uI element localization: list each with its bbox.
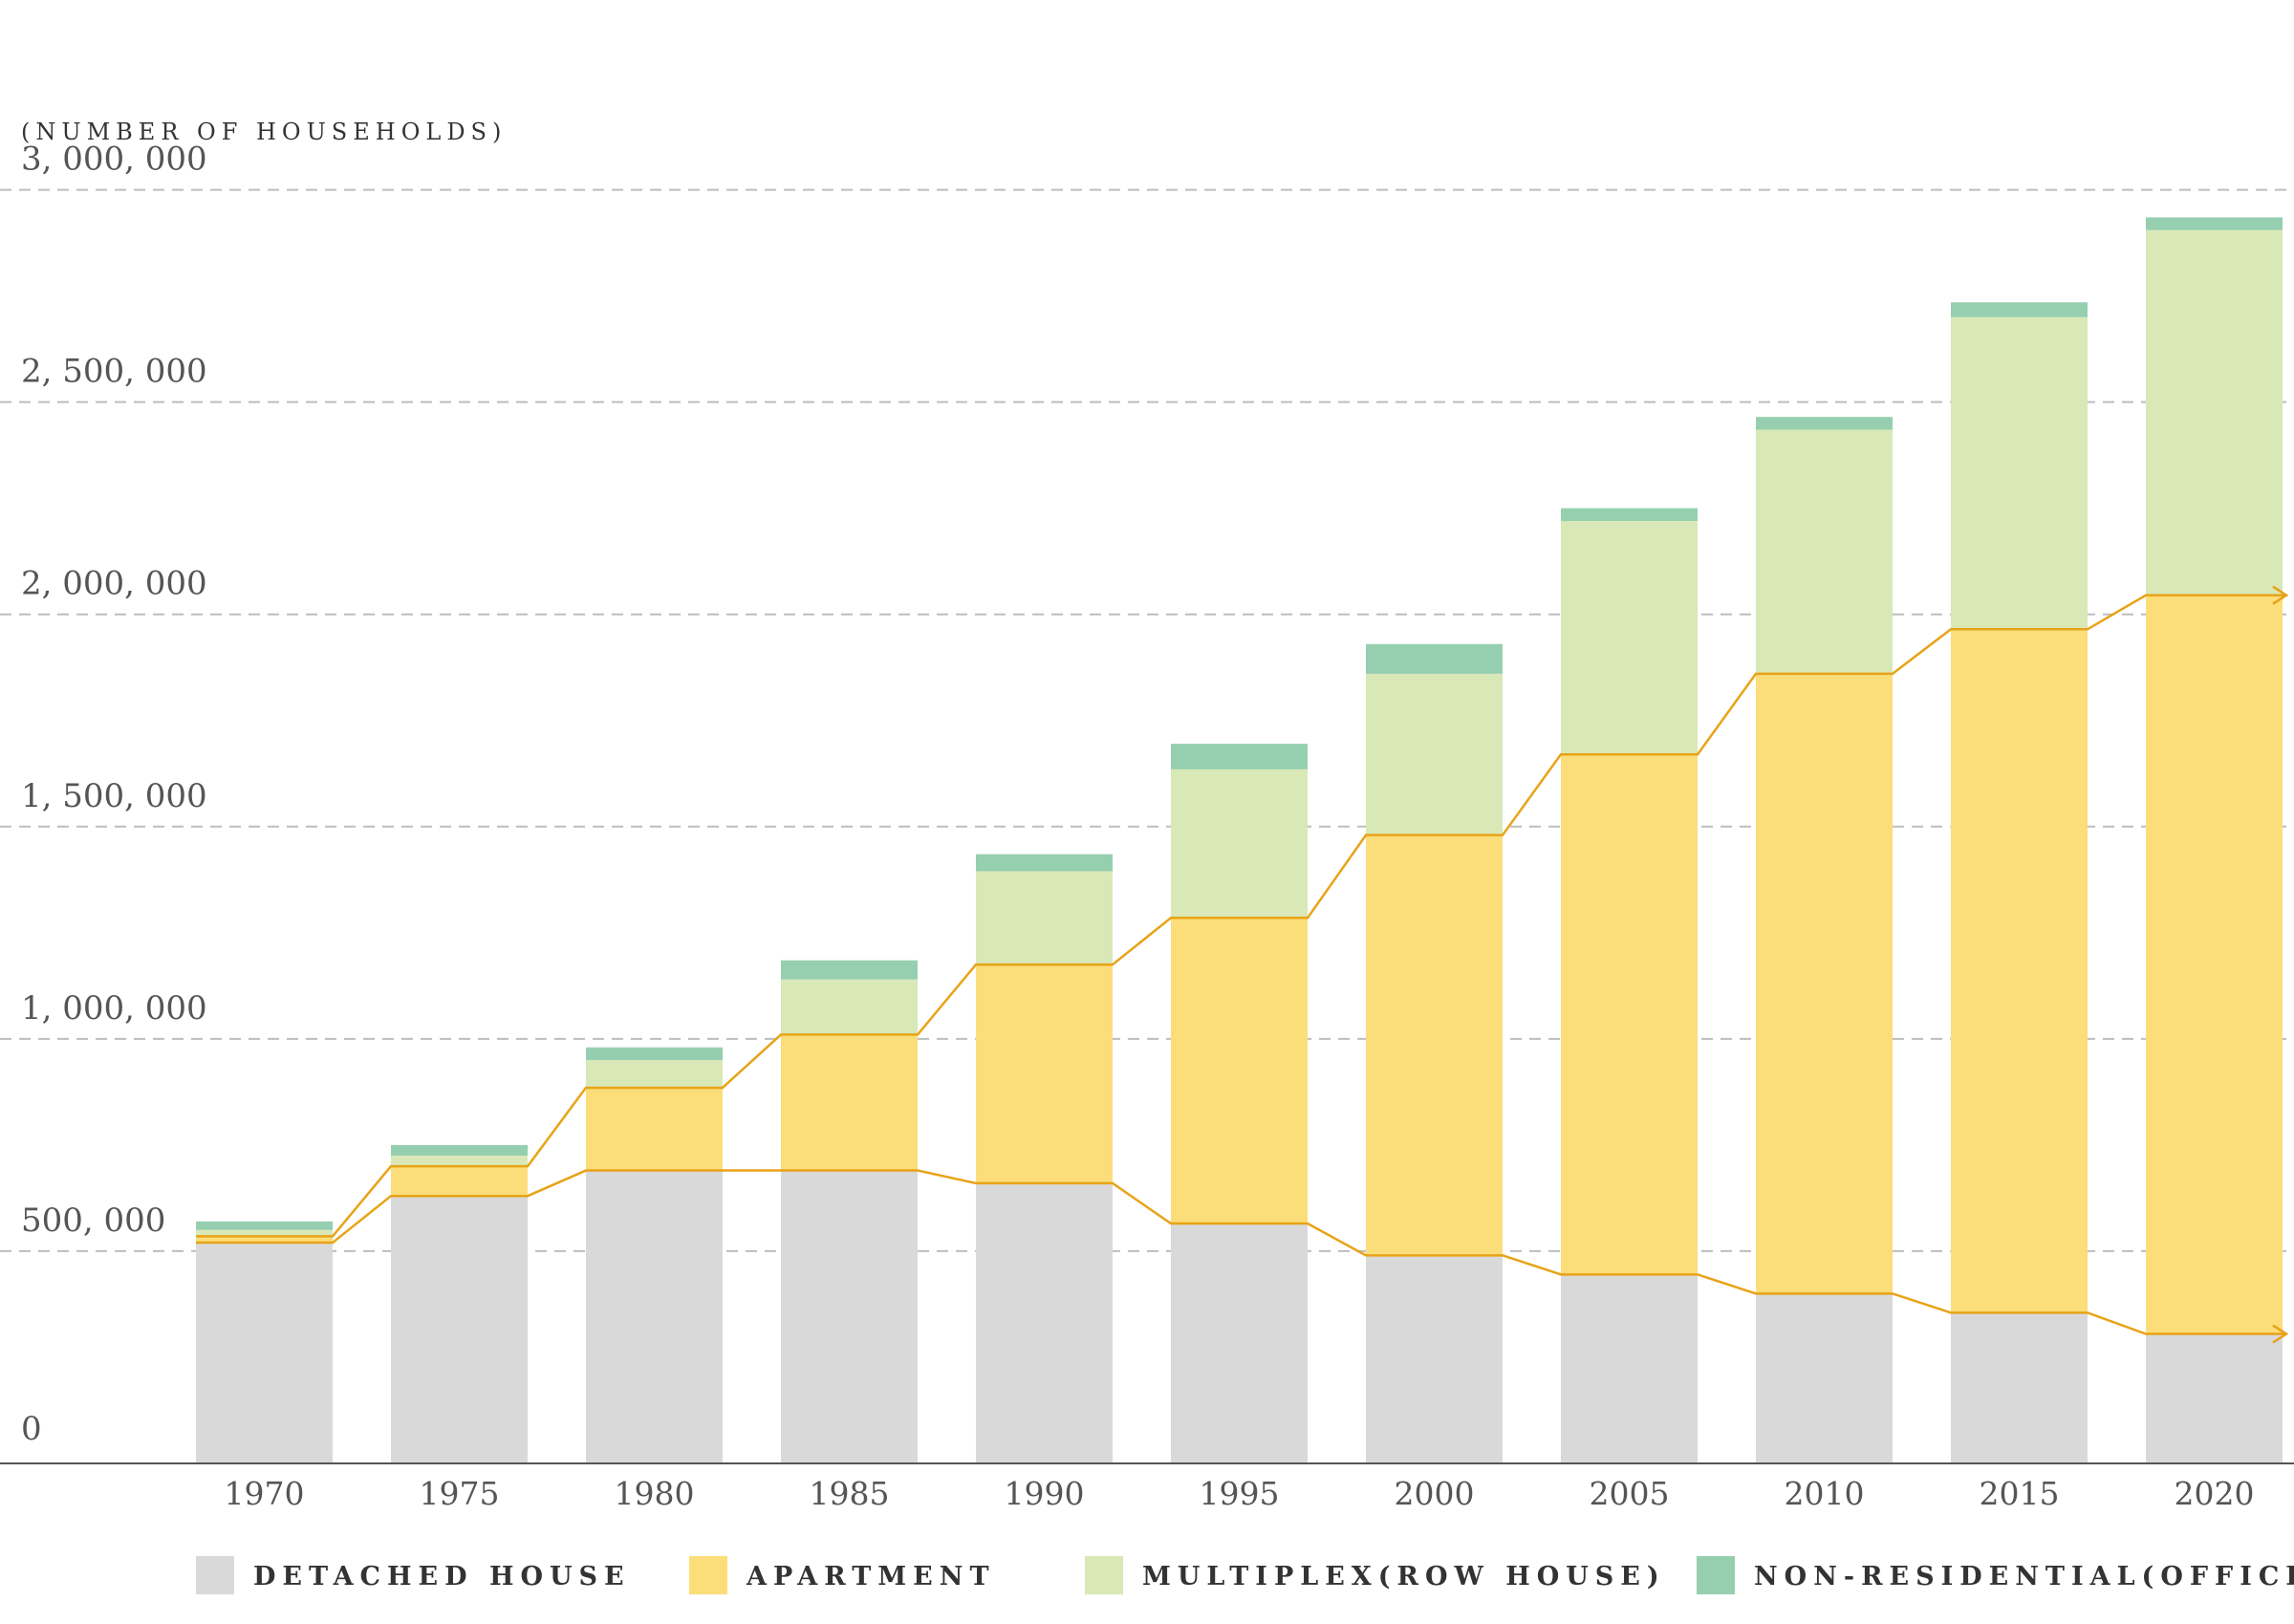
x-tick-label: 1985 xyxy=(810,1475,890,1512)
tick-labels: 0 500, 000 1, 000, 000 1, 500, 000 2, 000, 0… xyxy=(21,141,2254,1512)
x-tick-label: 2010 xyxy=(1785,1475,1865,1512)
y-axis-title: (NUMBER OF HOUSEHOLDS) xyxy=(21,119,507,145)
bar-1990-non-residential-officetel- xyxy=(976,854,1113,872)
bar-2005-apartment xyxy=(1561,754,1698,1275)
bar-1980-detached-house xyxy=(586,1170,723,1463)
bar-2000-apartment xyxy=(1366,834,1503,1256)
bar-2015-non-residential-officetel- xyxy=(1951,302,2088,317)
bar-2015-multiplex-row-house- xyxy=(1951,316,2088,630)
x-tick-label: 2020 xyxy=(2175,1475,2255,1512)
trend-lines xyxy=(196,585,2289,1344)
bar-1975-non-residential-officetel- xyxy=(391,1144,528,1156)
bar-2010-apartment xyxy=(1756,673,1893,1294)
y-tick-label: 0 xyxy=(21,1410,42,1448)
trend-line-detached xyxy=(196,1169,2286,1335)
bars xyxy=(196,217,2283,1463)
legend-label: DETACHED HOUSE xyxy=(253,1562,631,1592)
bar-1970-non-residential-officetel- xyxy=(196,1221,333,1230)
bar-1995-apartment xyxy=(1171,918,1308,1224)
x-tick-label: 1970 xyxy=(225,1475,305,1512)
x-tick-label: 2005 xyxy=(1590,1475,1670,1512)
bar-2005-non-residential-officetel- xyxy=(1561,508,1698,522)
x-tick-label: 1980 xyxy=(615,1475,695,1512)
legend-swatch xyxy=(1085,1556,1123,1594)
bar-1990-multiplex-row-house- xyxy=(976,871,1113,965)
legend-label: APARTMENT xyxy=(746,1562,996,1592)
y-tick-label: 1, 500, 000 xyxy=(21,777,207,815)
bar-1995-detached-house xyxy=(1171,1223,1308,1463)
bar-1985-apartment xyxy=(781,1034,918,1171)
bar-1975-apartment xyxy=(391,1166,528,1197)
legend-swatch xyxy=(689,1556,727,1594)
bar-2005-multiplex-row-house- xyxy=(1561,521,1698,755)
bar-1990-detached-house xyxy=(976,1182,1113,1463)
bar-1980-multiplex-row-house- xyxy=(586,1060,723,1088)
bar-2000-non-residential-officetel- xyxy=(1366,643,1503,674)
legend-label: NON-RESIDENTIAL(OFFICETEL) xyxy=(1754,1562,2294,1592)
bar-2015-detached-house xyxy=(1951,1312,2088,1463)
legend-swatch xyxy=(196,1556,234,1594)
legend: DETACHED HOUSE APARTMENT MULTIPLEX(ROW HOU… xyxy=(196,1556,2294,1594)
bar-1990-apartment xyxy=(976,964,1113,1183)
trend-arrow-detached xyxy=(2272,1324,2289,1344)
bar-2010-multiplex-row-house- xyxy=(1756,429,1893,674)
bar-1985-non-residential-officetel- xyxy=(781,960,918,980)
bar-1985-multiplex-row-house- xyxy=(781,979,918,1035)
bar-1970-multiplex-row-house- xyxy=(196,1229,333,1237)
bar-2020-multiplex-row-house- xyxy=(2146,229,2283,595)
bar-2000-multiplex-row-house- xyxy=(1366,673,1503,835)
bar-1995-non-residential-officetel- xyxy=(1171,744,1308,769)
y-tick-label: 1, 000, 000 xyxy=(21,989,207,1028)
x-tick-label: 1990 xyxy=(1005,1475,1085,1512)
trend-arrow-apartment xyxy=(2272,585,2289,605)
bar-2020-apartment xyxy=(2146,595,2283,1334)
bar-1995-multiplex-row-house- xyxy=(1171,769,1308,919)
y-tick-label: 3, 000, 000 xyxy=(21,141,207,179)
bar-2020-non-residential-officetel- xyxy=(2146,217,2283,230)
legend-swatch xyxy=(1697,1556,1735,1594)
bar-2020-detached-house xyxy=(2146,1333,2283,1463)
bar-1980-non-residential-officetel- xyxy=(586,1047,723,1061)
bar-2010-non-residential-officetel- xyxy=(1756,417,1893,430)
y-tick-label: 500, 000 xyxy=(21,1202,165,1240)
legend-label: MULTIPLEX(ROW HOUSE) xyxy=(1142,1562,1666,1592)
bar-2000-detached-house xyxy=(1366,1255,1503,1463)
x-tick-label: 2015 xyxy=(1980,1475,2060,1512)
trend-line-apartment xyxy=(196,594,2286,1238)
bar-1970-apartment xyxy=(196,1236,333,1244)
y-tick-label: 2, 500, 000 xyxy=(21,353,207,391)
bar-1970-detached-house xyxy=(196,1243,333,1463)
bar-1975-multiplex-row-house- xyxy=(391,1156,528,1167)
x-tick-label: 2000 xyxy=(1395,1475,1475,1512)
bar-2005-detached-house xyxy=(1561,1274,1698,1463)
bar-1985-detached-house xyxy=(781,1170,918,1463)
x-tick-label: 1975 xyxy=(420,1475,500,1512)
bar-2010-detached-house xyxy=(1756,1293,1893,1463)
y-tick-label: 2, 000, 000 xyxy=(21,565,207,603)
bar-1975-detached-house xyxy=(391,1196,528,1463)
gridlines xyxy=(0,188,2286,1252)
bar-2015-apartment xyxy=(1951,629,2088,1313)
x-tick-label: 1995 xyxy=(1200,1475,1280,1512)
bar-1980-apartment xyxy=(586,1087,723,1171)
